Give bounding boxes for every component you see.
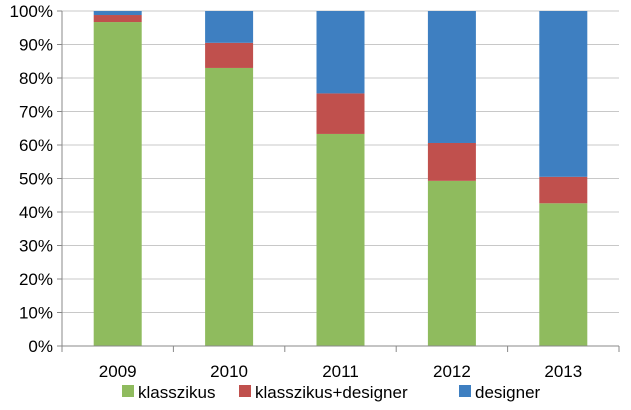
x-tick-label: 2012 [433,362,471,381]
y-tick-label: 60% [19,136,53,155]
bar-segment-designer-2009 [93,11,142,16]
axes [61,11,620,352]
legend-swatch [459,385,471,397]
bar-segment-klasszikus-designer-2010 [205,42,254,68]
bar-segment-klasszikus-2010 [205,67,254,346]
y-tick-label: 10% [19,304,53,323]
y-tick-label: 30% [19,237,53,256]
legend-swatch [239,385,251,397]
x-tick-label: 2013 [544,362,582,381]
bar-segment-designer-2013 [539,11,588,177]
bar-segment-klasszikus-2012 [427,180,476,346]
legend: klasszikus klasszikus+designer designer [122,383,541,402]
bar-segment-klasszikus-2013 [539,203,588,346]
bar-segment-klasszikus-designer-2013 [539,176,588,204]
legend-label: klasszikus+designer [255,383,408,402]
bar-segment-klasszikus-2009 [93,22,142,347]
x-tick-label: 2010 [210,362,248,381]
legend-swatch [122,385,134,397]
bar-segment-klasszikus-designer-2009 [93,15,142,23]
bar-segment-klasszikus-designer-2012 [427,142,476,181]
bar-segment-klasszikus-designer-2011 [316,93,365,134]
x-axis-ticks: 2009 2010 2011 2012 2013 [99,362,582,381]
x-tick-label: 2009 [99,362,137,381]
y-tick-label: 20% [19,270,53,289]
y-tick-label: 50% [19,170,53,189]
y-tick-label: 40% [19,203,53,222]
legend-label: klasszikus [138,383,215,402]
bar-segment-designer-2012 [427,11,476,143]
bar-segment-klasszikus-2011 [316,133,365,346]
y-tick-label: 100% [10,2,53,21]
bars [93,11,588,347]
y-tick-label: 80% [19,69,53,88]
y-tick-label: 90% [19,36,53,55]
bar-segment-designer-2011 [316,11,365,94]
y-tick-label: 0% [28,337,53,356]
legend-label: designer [475,383,541,402]
x-tick-label: 2011 [322,362,359,381]
bar-segment-designer-2010 [205,11,254,43]
y-tick-label: 70% [19,103,53,122]
y-axis-ticks: 0% 10% 20% 30% 40% 50% 60% 70% 80% 90% 100% [10,2,62,356]
